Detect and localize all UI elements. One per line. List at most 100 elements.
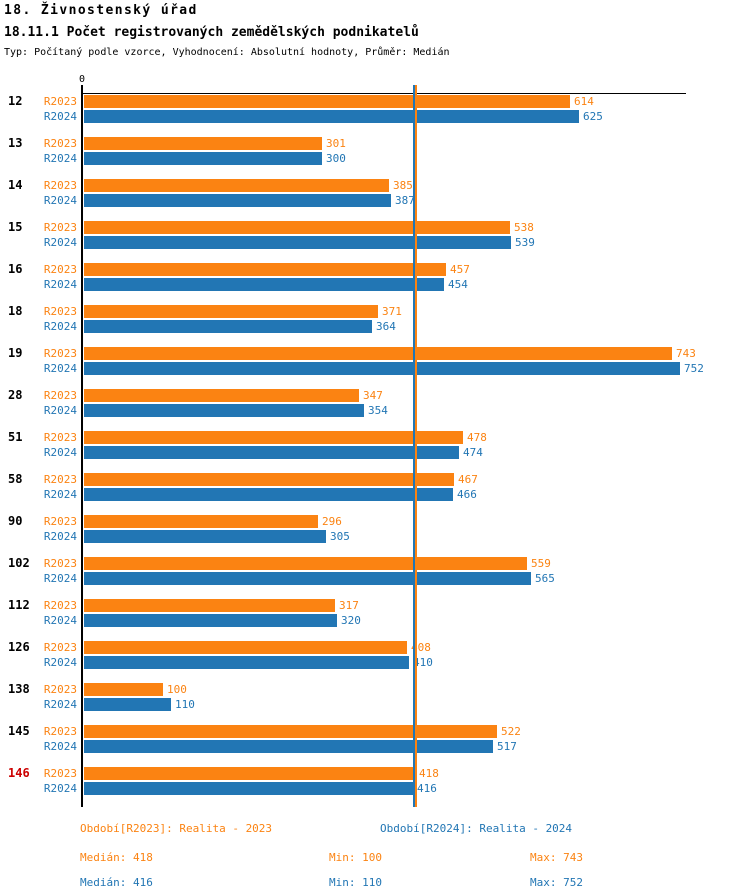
bar <box>84 347 672 360</box>
bar-row-r2023: R2023 478 <box>0 431 750 444</box>
bar-row-r2023: R2023 317 <box>0 599 750 612</box>
bar-value-label: 301 <box>326 137 346 150</box>
bar-row-r2024: R2024 466 <box>0 488 750 501</box>
series-label: R2023 <box>43 473 77 486</box>
bar-row-r2024: R2024 539 <box>0 236 750 249</box>
series-label: R2023 <box>43 179 77 192</box>
category-group: 15 R2023 538 R2024 539 <box>0 221 750 249</box>
bar-row-r2023: R2023 296 <box>0 515 750 528</box>
stat-median-r2023: Medián: 418 <box>80 851 153 864</box>
bar-row-r2023: R2023 538 <box>0 221 750 234</box>
bar <box>84 767 415 780</box>
bar-value-label: 418 <box>419 767 439 780</box>
bar <box>84 656 409 669</box>
bar <box>84 725 497 738</box>
bar-value-label: 385 <box>393 179 413 192</box>
y-axis-line <box>81 85 83 807</box>
bar <box>84 572 531 585</box>
category-label: 145 <box>8 724 30 738</box>
series-label: R2023 <box>43 431 77 444</box>
bar <box>84 137 322 150</box>
series-label: R2023 <box>43 389 77 402</box>
bar-value-label: 387 <box>395 194 415 207</box>
bar-row-r2024: R2024 565 <box>0 572 750 585</box>
bar-value-label: 320 <box>341 614 361 627</box>
bar-row-r2024: R2024 454 <box>0 278 750 291</box>
bar-row-r2023: R2023 301 <box>0 137 750 150</box>
category-label: 28 <box>8 388 23 402</box>
series-label: R2023 <box>43 599 77 612</box>
series-label: R2024 <box>43 110 77 123</box>
category-label: 12 <box>8 94 23 108</box>
series-label: R2023 <box>43 515 77 528</box>
bar-row-r2024: R2024 364 <box>0 320 750 333</box>
category-group: 12 R2023 614 R2024 625 <box>0 95 750 123</box>
bar-value-label: 364 <box>376 320 396 333</box>
bar <box>84 221 510 234</box>
category-label: 14 <box>8 178 23 192</box>
bar-value-label: 478 <box>467 431 487 444</box>
bar <box>84 473 454 486</box>
series-label: R2024 <box>43 278 77 291</box>
bar-row-r2023: R2023 467 <box>0 473 750 486</box>
series-label: R2024 <box>43 488 77 501</box>
bar-value-label: 743 <box>676 347 696 360</box>
bar-value-label: 296 <box>322 515 342 528</box>
category-label: 15 <box>8 220 23 234</box>
bar-value-label: 466 <box>457 488 477 501</box>
series-label: R2024 <box>43 194 77 207</box>
bar-value-label: 100 <box>167 683 187 696</box>
bar-row-r2023: R2023 385 <box>0 179 750 192</box>
series-label: R2023 <box>43 347 77 360</box>
bar-row-r2023: R2023 408 <box>0 641 750 654</box>
category-group: 138 R2023 100 R2024 110 <box>0 683 750 711</box>
series-label: R2024 <box>43 404 77 417</box>
series-label: R2024 <box>43 614 77 627</box>
series-label: R2023 <box>43 95 77 108</box>
category-group: 90 R2023 296 R2024 305 <box>0 515 750 543</box>
series-label: R2023 <box>43 305 77 318</box>
category-group: 126 R2023 408 R2024 410 <box>0 641 750 669</box>
category-group: 14 R2023 385 R2024 387 <box>0 179 750 207</box>
bar-value-label: 522 <box>501 725 521 738</box>
median-line-r2023 <box>415 85 417 807</box>
bar-row-r2024: R2024 416 <box>0 782 750 795</box>
series-label: R2024 <box>43 572 77 585</box>
bar-row-r2023: R2023 100 <box>0 683 750 696</box>
series-label: R2024 <box>43 740 77 753</box>
category-label: 16 <box>8 262 23 276</box>
bar-value-label: 614 <box>574 95 594 108</box>
bar <box>84 446 459 459</box>
category-label: 51 <box>8 430 23 444</box>
bar-value-label: 539 <box>515 236 535 249</box>
stat-min-r2023: Min: 100 <box>329 851 382 864</box>
bar-value-label: 317 <box>339 599 359 612</box>
category-group: 16 R2023 457 R2024 454 <box>0 263 750 291</box>
bar-value-label: 457 <box>450 263 470 276</box>
bar <box>84 599 335 612</box>
x-axis-origin-label: 0 <box>78 74 86 85</box>
legend-r2023: Období[R2023]: Realita - 2023 <box>80 822 273 835</box>
bar <box>84 179 389 192</box>
bar-row-r2024: R2024 354 <box>0 404 750 417</box>
series-label: R2023 <box>43 641 77 654</box>
bar-row-r2024: R2024 387 <box>0 194 750 207</box>
bar <box>84 320 372 333</box>
category-group: 28 R2023 347 R2024 354 <box>0 389 750 417</box>
bar-row-r2024: R2024 300 <box>0 152 750 165</box>
bar-value-label: 559 <box>531 557 551 570</box>
bar <box>84 305 378 318</box>
series-label: R2024 <box>43 530 77 543</box>
bar-value-label: 517 <box>497 740 517 753</box>
stat-median-r2024: Medián: 416 <box>80 876 153 889</box>
bar-value-label: 305 <box>330 530 350 543</box>
bar-row-r2024: R2024 517 <box>0 740 750 753</box>
bar <box>84 557 527 570</box>
bar <box>84 110 579 123</box>
bar-row-r2024: R2024 110 <box>0 698 750 711</box>
series-label: R2023 <box>43 767 77 780</box>
bar <box>84 530 326 543</box>
series-label: R2023 <box>43 221 77 234</box>
bar-row-r2023: R2023 559 <box>0 557 750 570</box>
